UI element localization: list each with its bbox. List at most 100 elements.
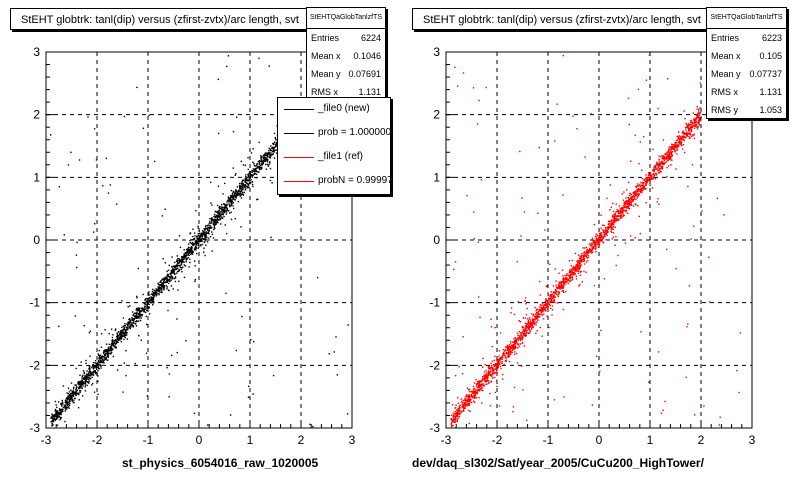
scatter-point bbox=[492, 372, 494, 375]
scatter-point bbox=[525, 314, 528, 316]
scatter-point bbox=[645, 183, 647, 185]
scatter-point bbox=[234, 174, 236, 176]
scatter-point bbox=[640, 189, 643, 191]
scatter-point bbox=[254, 165, 256, 167]
scatter-point bbox=[536, 312, 539, 314]
scatter-point bbox=[625, 211, 627, 213]
scatter-point bbox=[219, 212, 221, 214]
scatter-point bbox=[537, 311, 539, 313]
scatter-point bbox=[535, 316, 537, 319]
scatter-point bbox=[635, 190, 637, 192]
scatter-point bbox=[548, 297, 550, 299]
scatter-point bbox=[88, 365, 90, 367]
scatter-point bbox=[261, 163, 263, 166]
scatter-point bbox=[505, 360, 507, 363]
scatter-point bbox=[217, 185, 220, 187]
scatter-point bbox=[625, 206, 627, 209]
scatter-point bbox=[58, 401, 60, 403]
scatter-point bbox=[77, 407, 80, 409]
scatter-point bbox=[255, 173, 258, 176]
scatter-point bbox=[80, 361, 82, 363]
scatter-point bbox=[51, 420, 53, 422]
scatter-point bbox=[701, 210, 703, 212]
scatter-point bbox=[662, 156, 664, 159]
scatter-point bbox=[590, 242, 592, 244]
scatter-point bbox=[147, 306, 149, 308]
scatter-point bbox=[555, 284, 557, 286]
scatter-point bbox=[576, 265, 578, 267]
scatter-point bbox=[631, 196, 633, 199]
scatter-point bbox=[154, 293, 156, 295]
scatter-point bbox=[572, 274, 575, 276]
scatter-point bbox=[488, 367, 490, 370]
scatter-point bbox=[488, 366, 490, 368]
scatter-point bbox=[661, 166, 664, 168]
scatter-point bbox=[166, 270, 168, 273]
scatter-point bbox=[667, 78, 669, 80]
scatter-point bbox=[164, 281, 166, 284]
scatter-point bbox=[73, 386, 75, 389]
scatter-point bbox=[521, 342, 524, 345]
scatter-point bbox=[678, 142, 680, 144]
scatter-point bbox=[177, 260, 179, 262]
scatter-point bbox=[90, 373, 92, 375]
scatter-point bbox=[166, 366, 168, 369]
scatter-point bbox=[496, 367, 498, 369]
scatter-point bbox=[205, 226, 207, 228]
scatter-point bbox=[510, 347, 513, 349]
scatter-point bbox=[528, 324, 531, 326]
scatter-point bbox=[96, 363, 98, 365]
x-tick-label: 1 bbox=[247, 433, 254, 447]
scatter-point bbox=[613, 213, 615, 215]
scatter-point bbox=[136, 297, 138, 299]
scatter-point bbox=[546, 306, 548, 308]
scatter-point bbox=[502, 354, 505, 356]
scatter-point bbox=[198, 240, 200, 242]
scatter-point bbox=[123, 331, 125, 333]
scatter-point bbox=[139, 311, 141, 314]
scatter-point bbox=[661, 155, 663, 157]
scatter-point bbox=[476, 397, 478, 399]
scatter-point bbox=[619, 217, 621, 219]
scatter-point bbox=[461, 373, 464, 375]
scatter-point bbox=[553, 296, 556, 298]
scatter-point bbox=[454, 420, 456, 422]
scatter-point bbox=[129, 319, 131, 321]
scatter-point bbox=[251, 171, 253, 173]
scatter-point bbox=[655, 165, 657, 167]
scatter-point bbox=[187, 256, 189, 259]
scatter-point bbox=[142, 309, 145, 311]
scatter-point bbox=[569, 276, 571, 279]
scatter-point bbox=[524, 322, 527, 324]
scatter-point bbox=[533, 322, 536, 325]
scatter-point bbox=[628, 123, 630, 126]
scatter-point bbox=[247, 184, 249, 186]
scatter-point bbox=[231, 194, 233, 197]
scatter-point bbox=[577, 261, 579, 264]
scatter-point bbox=[687, 125, 690, 128]
scatter-point bbox=[468, 388, 471, 390]
scatter-point bbox=[459, 413, 461, 416]
y-tick-label: -3 bbox=[29, 421, 40, 435]
scatter-point bbox=[669, 153, 671, 155]
scatter-point bbox=[525, 327, 528, 329]
scatter-point bbox=[218, 213, 221, 215]
scatter-point bbox=[125, 328, 127, 331]
scatter-point bbox=[685, 376, 687, 379]
scatter-point bbox=[495, 367, 497, 370]
scatter-point bbox=[76, 389, 78, 391]
scatter-point bbox=[663, 158, 665, 161]
scatter-point bbox=[169, 278, 171, 280]
scatter-point bbox=[88, 371, 91, 373]
scatter-point bbox=[102, 356, 104, 358]
scatter-point bbox=[454, 410, 456, 413]
scatter-point bbox=[199, 240, 201, 242]
scatter-point bbox=[645, 178, 647, 180]
scatter-point bbox=[505, 357, 507, 359]
scatter-point bbox=[451, 414, 453, 416]
scatter-point bbox=[248, 171, 251, 173]
scatter-point bbox=[656, 162, 659, 164]
scatter-point bbox=[204, 236, 207, 239]
scatter-point bbox=[168, 264, 170, 267]
scatter-point bbox=[609, 184, 611, 186]
